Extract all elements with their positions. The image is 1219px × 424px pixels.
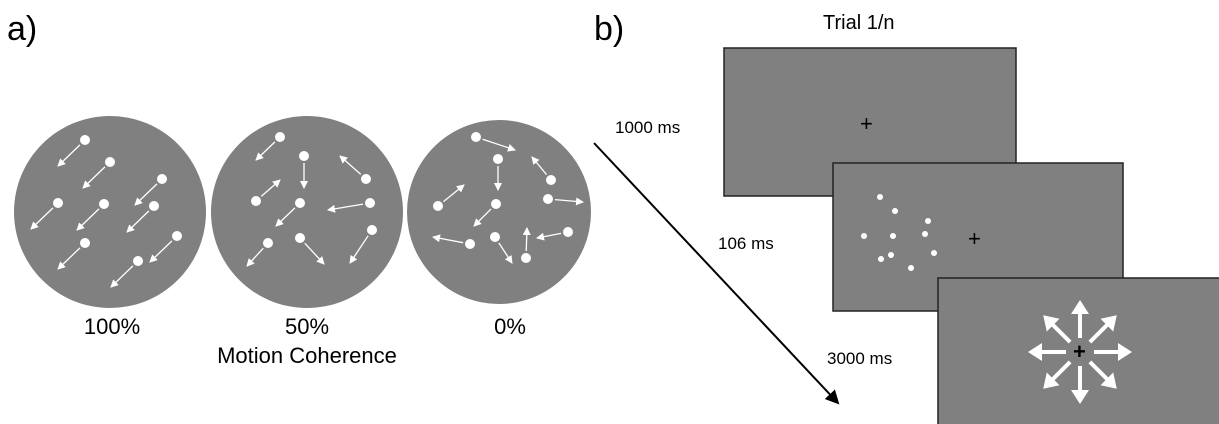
- dot-arrow-100-4: [134, 174, 167, 206]
- aperture-50: [211, 116, 403, 308]
- dot-arrow-0-5: [543, 194, 584, 206]
- timeline-arrow: [593, 142, 840, 405]
- aperture-0: [407, 120, 591, 304]
- response-arrow-3: [1043, 360, 1072, 389]
- fixation-cross-1: +: [860, 111, 873, 136]
- dot-arrow-50-4: [275, 198, 305, 227]
- dot-arrow-100-0: [57, 135, 90, 167]
- duration-response: 3000 ms: [827, 349, 893, 368]
- dot-arrow-50-7: [295, 233, 325, 265]
- dot-arrow-50-1: [299, 151, 309, 189]
- panel-a-label: a): [7, 10, 38, 48]
- dot-arrow-100-2: [30, 198, 63, 230]
- aperture-100: [14, 116, 206, 308]
- stimulus-dot-4: [890, 233, 896, 239]
- response-arrow-0: [1094, 343, 1132, 361]
- panel-b-label: b): [594, 10, 625, 48]
- dot-arrow-50-5: [327, 198, 375, 213]
- dot-arrow-0-3: [433, 184, 465, 211]
- dot-arrow-0-1: [493, 154, 503, 191]
- response-arrow-2: [1071, 366, 1089, 404]
- dot-arrow-100-5: [126, 201, 159, 233]
- dot-arrow-100-6: [149, 231, 182, 263]
- dot-arrow-0-8: [521, 227, 531, 263]
- response-arrows: [1028, 300, 1132, 404]
- dot-arrow-0-4: [473, 199, 501, 227]
- coherence-label-100: 100%: [83, 314, 141, 339]
- stimulus-dot-6: [931, 250, 937, 256]
- dot-arrow-100-8: [110, 256, 143, 288]
- fixation-cross-2: +: [968, 226, 981, 251]
- dot-arrow-50-6: [246, 238, 273, 267]
- stimulus-dots: [861, 194, 937, 271]
- dot-arrow-0-9: [536, 227, 573, 241]
- stimulus-dot-3: [861, 233, 867, 239]
- dot-arrow-50-3: [251, 179, 281, 206]
- dot-arrow-100-1: [82, 157, 115, 189]
- dot-arrow-100-3: [76, 199, 109, 231]
- stimulus-dot-2: [925, 218, 931, 224]
- response-arrow-4: [1028, 343, 1066, 361]
- motion-dots: [30, 132, 584, 288]
- response-arrow-1: [1088, 360, 1117, 389]
- fixation-cross-3: +: [1073, 339, 1086, 364]
- stimulus-dot-5: [922, 231, 928, 237]
- stimulus-dot-7: [888, 252, 894, 258]
- coherence-label-50: 50%: [284, 314, 330, 339]
- stimulus-dot-0: [877, 194, 883, 200]
- dot-arrow-0-0: [471, 132, 516, 152]
- trial-title: Trial 1/n: [823, 12, 895, 34]
- dot-arrow-0-2: [531, 156, 556, 185]
- dot-arrow-50-2: [339, 155, 371, 184]
- stimulus-dot-9: [908, 265, 914, 271]
- dot-arrow-100-7: [57, 238, 90, 270]
- response-arrow-5: [1043, 315, 1072, 344]
- response-arrow-6: [1071, 300, 1089, 338]
- dot-arrow-50-8: [349, 225, 377, 264]
- response-arrow-7: [1088, 315, 1117, 344]
- stimulus-dot-8: [878, 256, 884, 262]
- dot-arrow-0-6: [432, 234, 475, 249]
- duration-stimulus: 106 ms: [718, 234, 774, 253]
- stimulus-dot-1: [892, 208, 898, 214]
- dot-arrow-0-7: [490, 232, 513, 264]
- duration-fixation: 1000 ms: [615, 118, 681, 137]
- coherence-label-0: 0%: [494, 314, 526, 339]
- dot-arrow-50-0: [255, 132, 285, 161]
- motion-coherence-caption: Motion Coherence: [217, 343, 397, 368]
